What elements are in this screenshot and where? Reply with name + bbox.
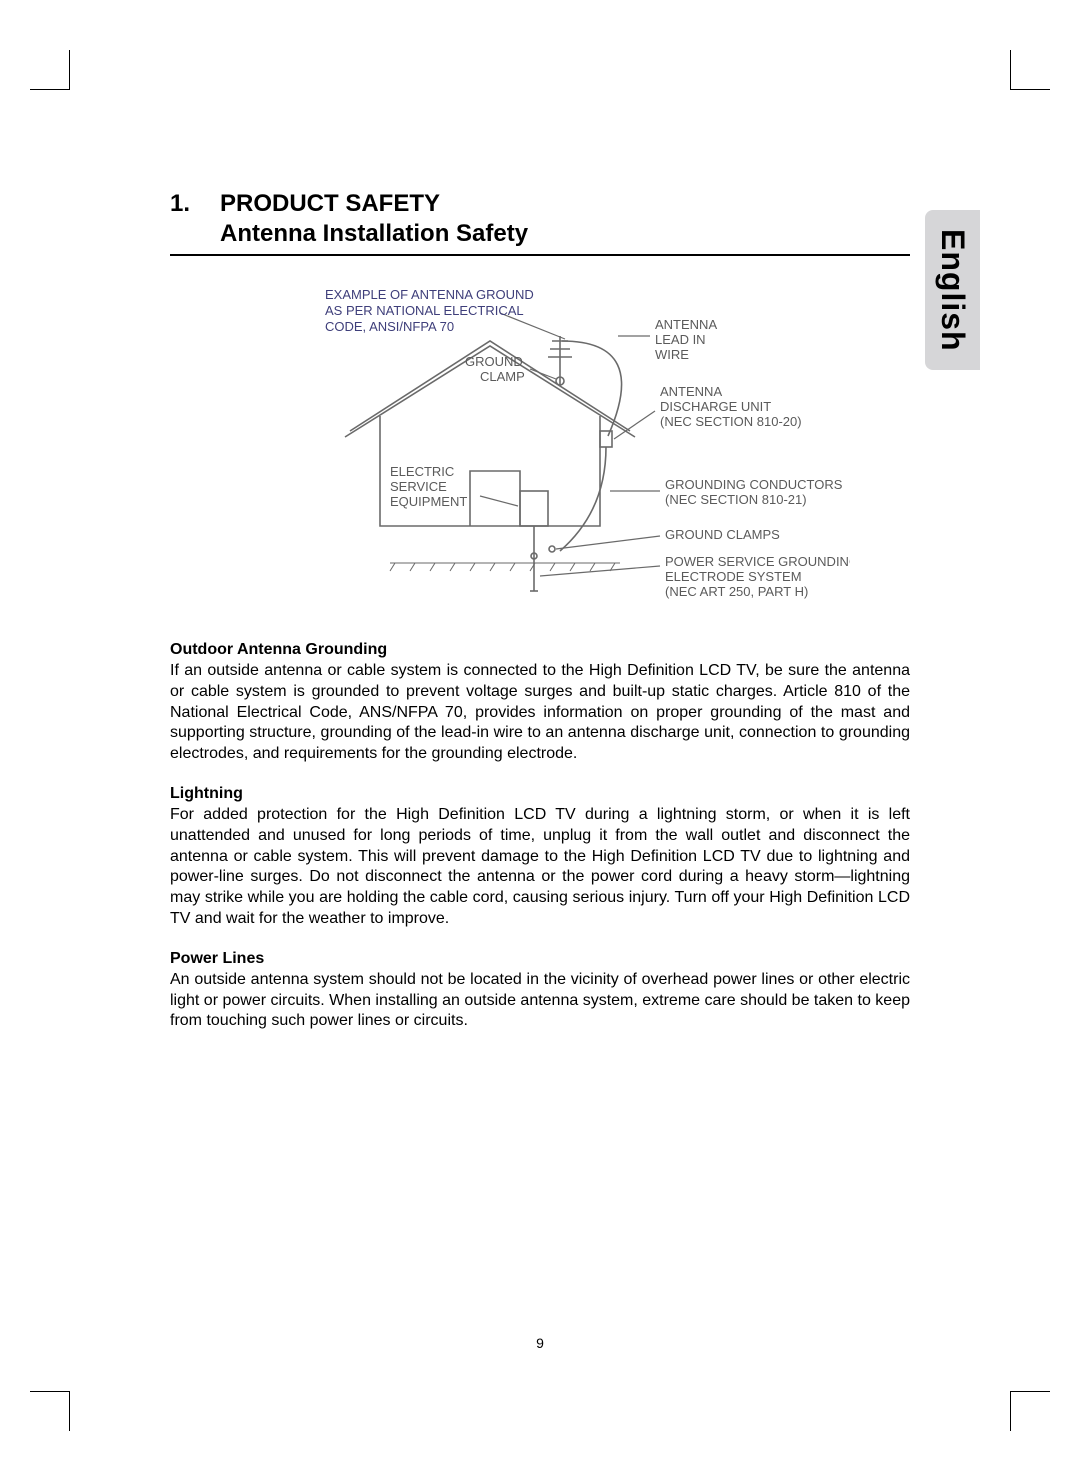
section-body-grounding: If an outside antenna or cable system is…: [170, 661, 910, 765]
chapter-title: PRODUCT SAFETY: [220, 190, 440, 218]
crop-mark-top-right: [1010, 50, 1050, 90]
label-electric-3: EQUIPMENT: [390, 494, 467, 509]
label-gclamps: GROUND CLAMPS: [665, 527, 780, 542]
antenna-grounding-diagram: EXAMPLE OF ANTENNA GROUND AS PER NATIONA…: [230, 281, 850, 611]
section-body-powerlines: An outside antenna system should not be …: [170, 970, 910, 1032]
label-leadin-3: WIRE: [655, 347, 689, 362]
section-title-powerlines: Power Lines: [170, 950, 910, 968]
label-pes-3: (NEC ART 250, PART H): [665, 584, 808, 599]
label-gcond-1: GROUNDING CONDUCTORS: [665, 477, 843, 492]
heading-rule: [170, 254, 910, 256]
language-label: English: [934, 229, 971, 352]
diagram-caption-3: CODE, ANSI/NFPA 70: [325, 319, 454, 334]
label-discharge-1: ANTENNA: [660, 384, 722, 399]
section-body-lightning: For added protection for the High Defini…: [170, 805, 910, 930]
label-ground-clamp-1: GROUND: [465, 354, 523, 369]
label-electric-1: ELECTRIC: [390, 464, 454, 479]
label-discharge-2: DISCHARGE UNIT: [660, 399, 771, 414]
label-leadin-1: ANTENNA: [655, 317, 717, 332]
crop-mark-bottom-right: [1010, 1391, 1050, 1431]
page-number: 9: [0, 1335, 1080, 1351]
section-title-lightning: Lightning: [170, 785, 910, 803]
chapter-subtitle: Antenna Installation Safety: [220, 220, 910, 254]
language-tab: English: [925, 210, 980, 370]
label-ground-clamp-2: CLAMP: [480, 369, 525, 384]
diagram-caption-1: EXAMPLE OF ANTENNA GROUND: [325, 287, 534, 302]
page-content: 1. PRODUCT SAFETY Antenna Installation S…: [170, 190, 910, 1032]
label-discharge-3: (NEC SECTION 810-20): [660, 414, 802, 429]
chapter-heading: 1. PRODUCT SAFETY: [170, 190, 910, 218]
crop-mark-top-left: [30, 50, 70, 90]
crop-mark-bottom-left: [30, 1391, 70, 1431]
section-title-grounding: Outdoor Antenna Grounding: [170, 641, 910, 659]
label-electric-2: SERVICE: [390, 479, 447, 494]
label-gcond-2: (NEC SECTION 810-21): [665, 492, 807, 507]
label-leadin-2: LEAD IN: [655, 332, 706, 347]
label-pes-2: ELECTRODE SYSTEM: [665, 569, 802, 584]
label-pes-1: POWER SERVICE GROUNDING: [665, 554, 850, 569]
diagram-caption-2: AS PER NATIONAL ELECTRICAL: [325, 303, 524, 318]
chapter-number: 1.: [170, 190, 220, 218]
